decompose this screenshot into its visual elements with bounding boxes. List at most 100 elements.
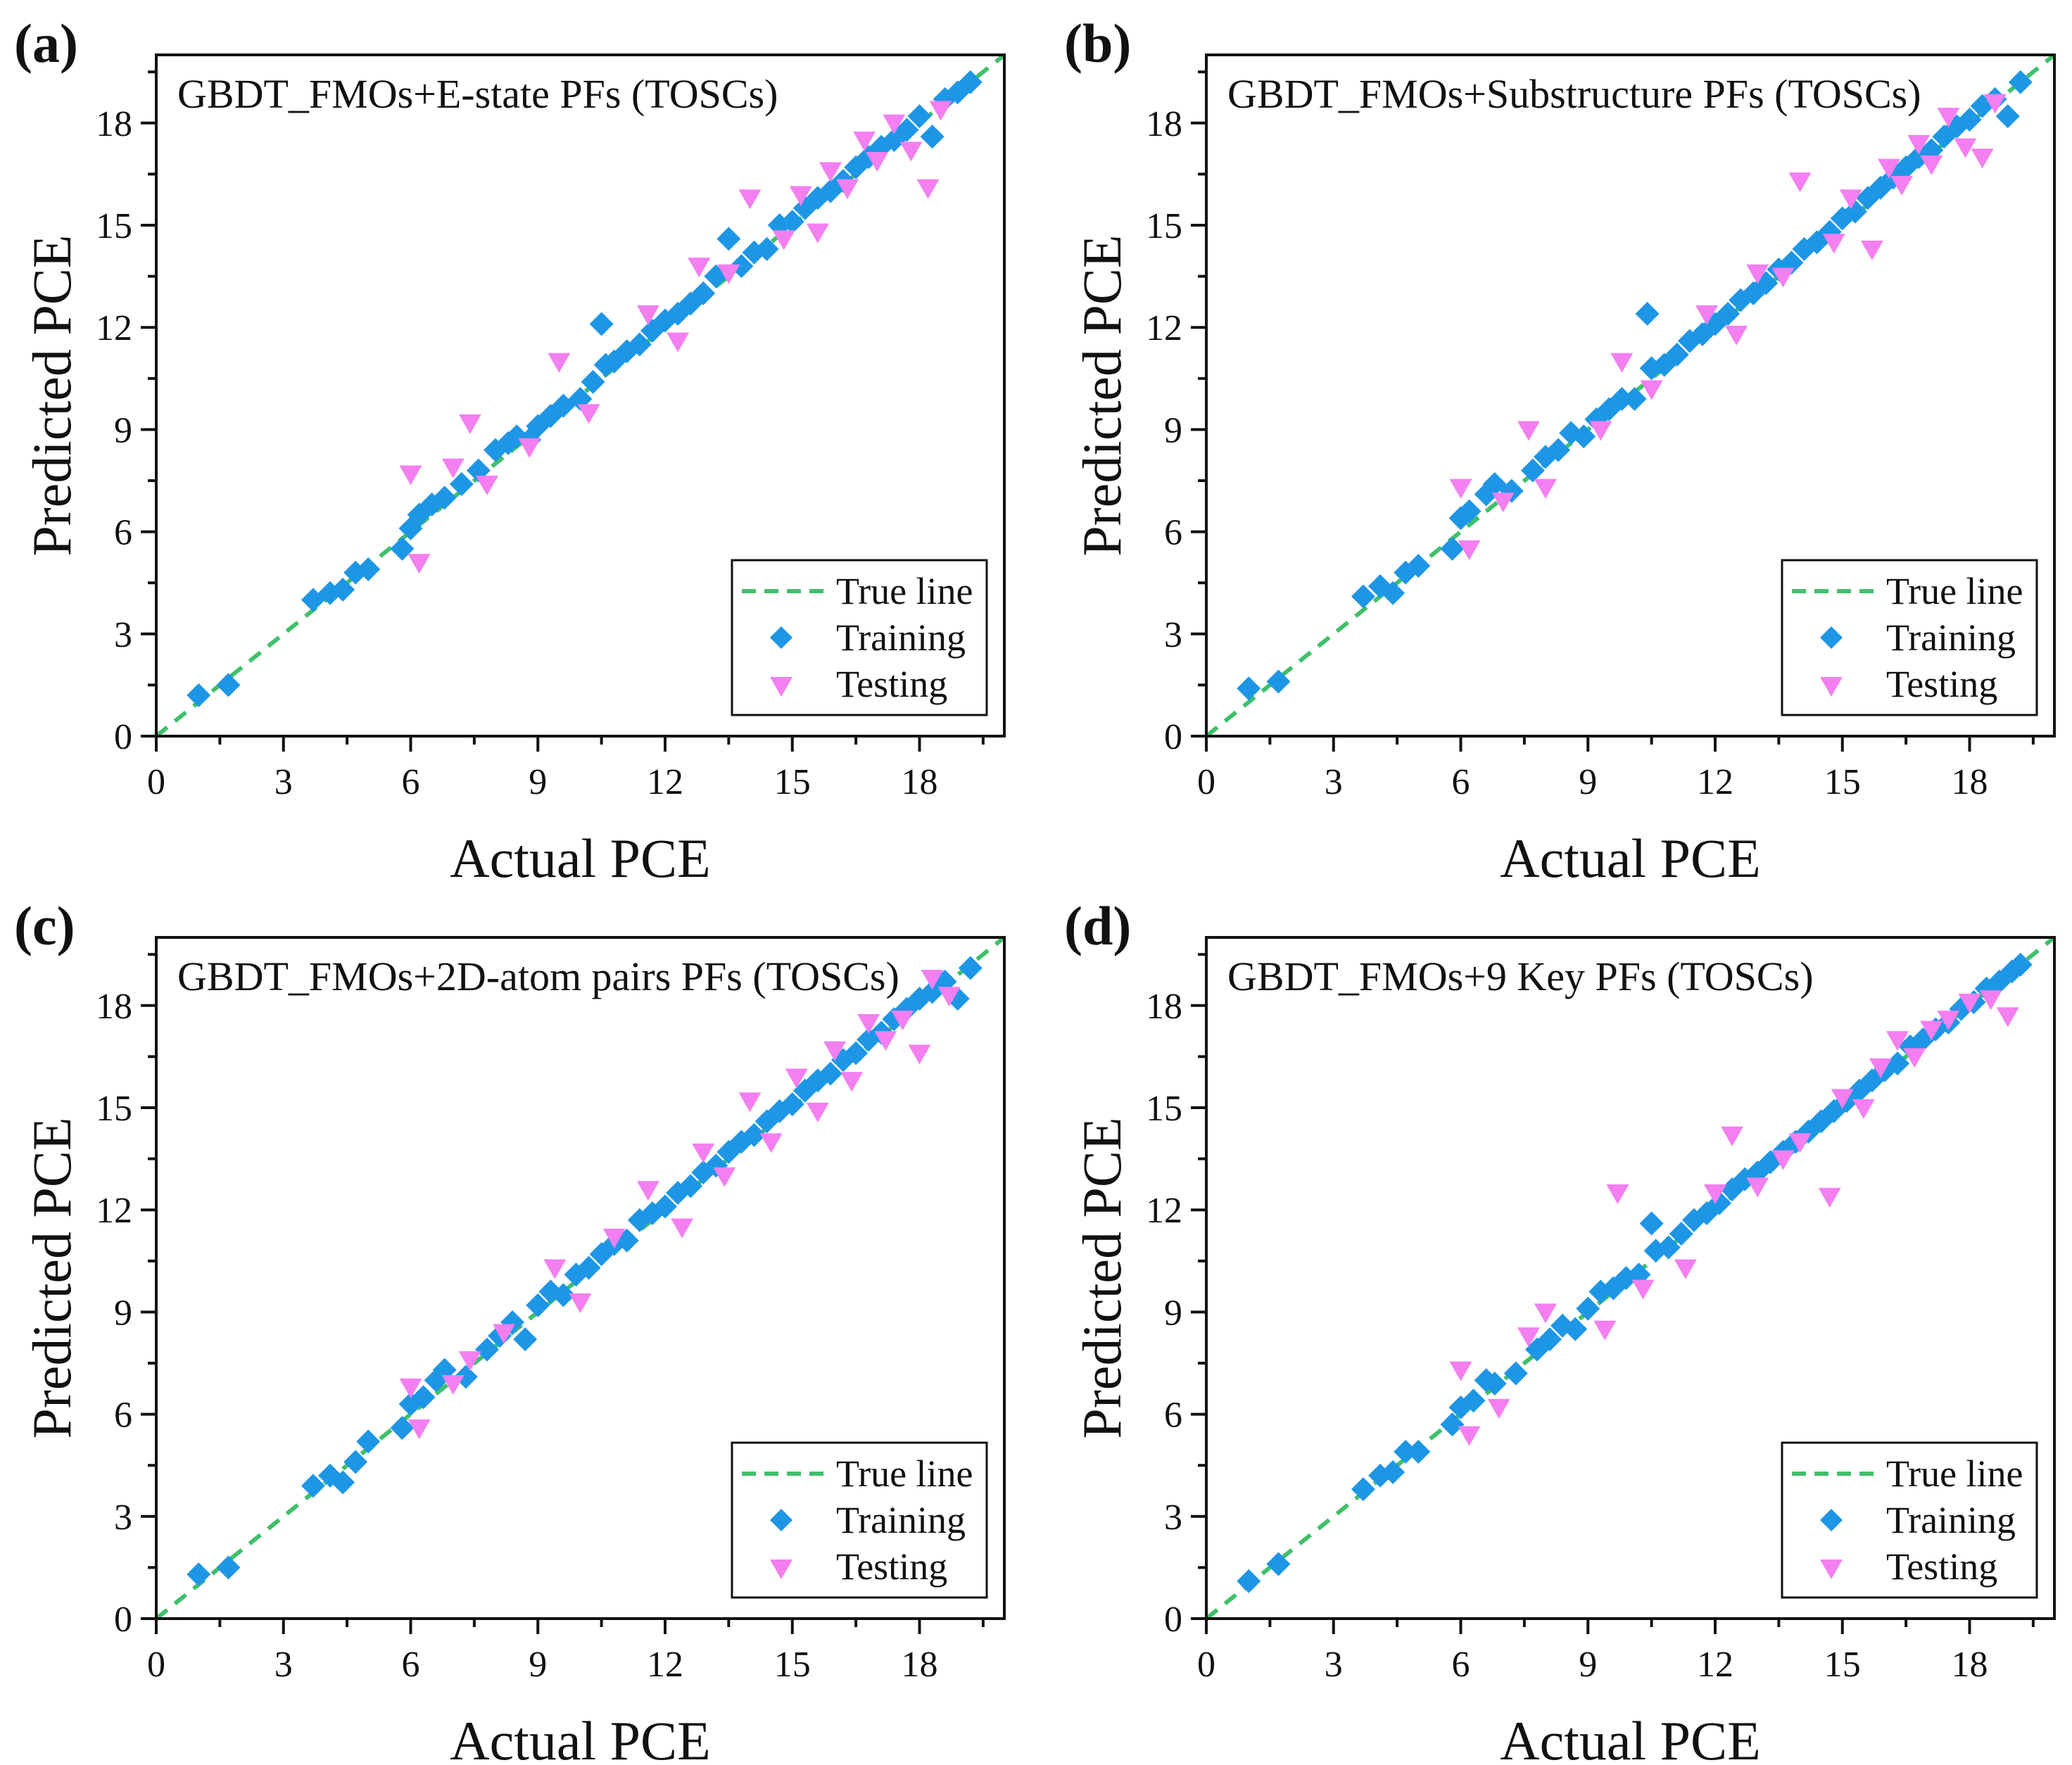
- testing-point: [840, 1072, 864, 1092]
- training-point: [2008, 952, 2033, 977]
- testing-point: [891, 1011, 914, 1031]
- training-point: [780, 210, 804, 234]
- y-tick-label: 9: [1164, 410, 1182, 450]
- training-point: [958, 956, 983, 980]
- legend-true-line-label: True line: [836, 1453, 973, 1495]
- testing-point: [1971, 148, 1994, 169]
- y-axis-title: Predicted PCE: [1071, 234, 1132, 556]
- training-point: [1563, 1317, 1588, 1341]
- testing-point: [1822, 234, 1845, 254]
- training-point: [844, 1041, 868, 1065]
- training-point: [513, 1327, 538, 1352]
- x-tick-label: 0: [147, 1645, 165, 1685]
- training-point: [1440, 1412, 1465, 1437]
- training-point: [1520, 458, 1545, 483]
- chart-title: GBDT_FMOs+E-state PFs (TOSCs): [177, 71, 778, 117]
- training-point: [907, 104, 932, 129]
- testing-point: [577, 404, 600, 424]
- testing-point: [1487, 1398, 1510, 1419]
- testing-point: [458, 414, 481, 434]
- testing-point: [441, 458, 465, 479]
- y-tick-label: 6: [114, 513, 132, 553]
- y-tick-label: 3: [114, 1498, 132, 1538]
- testing-point: [548, 353, 571, 373]
- x-tick-label: 9: [1579, 762, 1597, 802]
- training-point: [1461, 1388, 1486, 1413]
- testing-point: [819, 162, 842, 182]
- testing-point: [806, 1102, 829, 1122]
- testing-point: [1593, 1320, 1617, 1341]
- testing-point: [1771, 267, 1795, 288]
- testing-point: [1979, 990, 2002, 1011]
- testing-point: [929, 101, 952, 121]
- testing-point: [1517, 1327, 1540, 1348]
- chart-panel-c: 0 3 6 9 12 15 18 0 3 6 9 12 15 18 Actual PCE Predicted …: [14, 895, 1006, 1765]
- testing-point: [1831, 1089, 1854, 1109]
- y-axis-title: Predicted PCE: [21, 234, 82, 556]
- testing-point: [1491, 493, 1515, 513]
- testing-point: [1721, 1126, 1744, 1146]
- chart-title: GBDT_FMOs+9 Key PFs (TOSCs): [1227, 954, 1814, 999]
- testing-point: [1920, 155, 1943, 175]
- y-tick-label: 9: [114, 1293, 132, 1333]
- testing-point: [789, 186, 812, 206]
- y-tick-label: 9: [114, 410, 132, 450]
- x-tick-label: 15: [1824, 1645, 1861, 1685]
- x-tick-label: 3: [1325, 762, 1343, 802]
- chart-panel-b: 0 3 6 9 12 15 18 0 3 6 9 12 15 18 Actual PCE Predicted …: [1064, 13, 2056, 889]
- y-tick-label: 3: [1164, 1498, 1182, 1538]
- testing-point: [916, 179, 940, 199]
- training-point: [742, 1122, 766, 1147]
- training-point: [1576, 1296, 1600, 1321]
- y-tick-label: 9: [1164, 1293, 1182, 1333]
- training-point: [716, 227, 741, 251]
- testing-point: [1954, 138, 1977, 158]
- x-tick-label: 12: [647, 1645, 683, 1685]
- testing-point: [518, 438, 541, 458]
- testing-point: [399, 465, 422, 486]
- testing-point: [1937, 1011, 1960, 1031]
- training-point: [187, 683, 211, 707]
- training-point: [1381, 1460, 1405, 1484]
- legend-training-swatch: [1820, 626, 1843, 649]
- y-tick-label: 12: [1146, 1191, 1182, 1231]
- testing-point: [1695, 305, 1718, 325]
- testing-point: [569, 1293, 592, 1313]
- testing-point: [1746, 1177, 1769, 1198]
- testing-point: [1458, 540, 1481, 560]
- x-tick-label: 12: [647, 762, 683, 802]
- plot-frame: [155, 53, 1006, 738]
- training-point: [1957, 107, 1982, 132]
- training-point: [653, 1194, 677, 1219]
- x-axis-title: Actual PCE: [1500, 1710, 1760, 1765]
- training-point: [589, 312, 614, 336]
- testing-point: [1458, 1426, 1481, 1446]
- testing-point: [1674, 1259, 1697, 1279]
- legend-training-label: Training: [1886, 1499, 2016, 1541]
- training-point: [1610, 386, 1634, 411]
- training-point: [1351, 584, 1375, 609]
- y-tick-label: 6: [1164, 1396, 1182, 1436]
- y-tick-label: 15: [96, 206, 132, 246]
- training-point: [581, 369, 605, 394]
- training-point: [449, 472, 474, 496]
- testing-point: [1640, 380, 1663, 400]
- training-point: [1351, 1477, 1375, 1502]
- testing-point: [1631, 1279, 1655, 1300]
- testing-point: [717, 264, 740, 284]
- training-point: [1635, 301, 1660, 326]
- true-line: [155, 53, 1006, 738]
- testing-point: [883, 114, 906, 134]
- testing-point: [823, 1041, 846, 1061]
- training-point: [1406, 554, 1431, 578]
- training-point: [1639, 1211, 1664, 1236]
- chart-title: GBDT_FMOs+2D-atom pairs PFs (TOSCs): [177, 954, 899, 999]
- testing-point: [1996, 1007, 2019, 1027]
- testing-point: [1449, 479, 1472, 499]
- legend-true-line-label: True line: [1886, 570, 2023, 612]
- testing-point: [1449, 1361, 1472, 1381]
- testing-point: [836, 179, 859, 199]
- legend-training-swatch: [770, 626, 792, 649]
